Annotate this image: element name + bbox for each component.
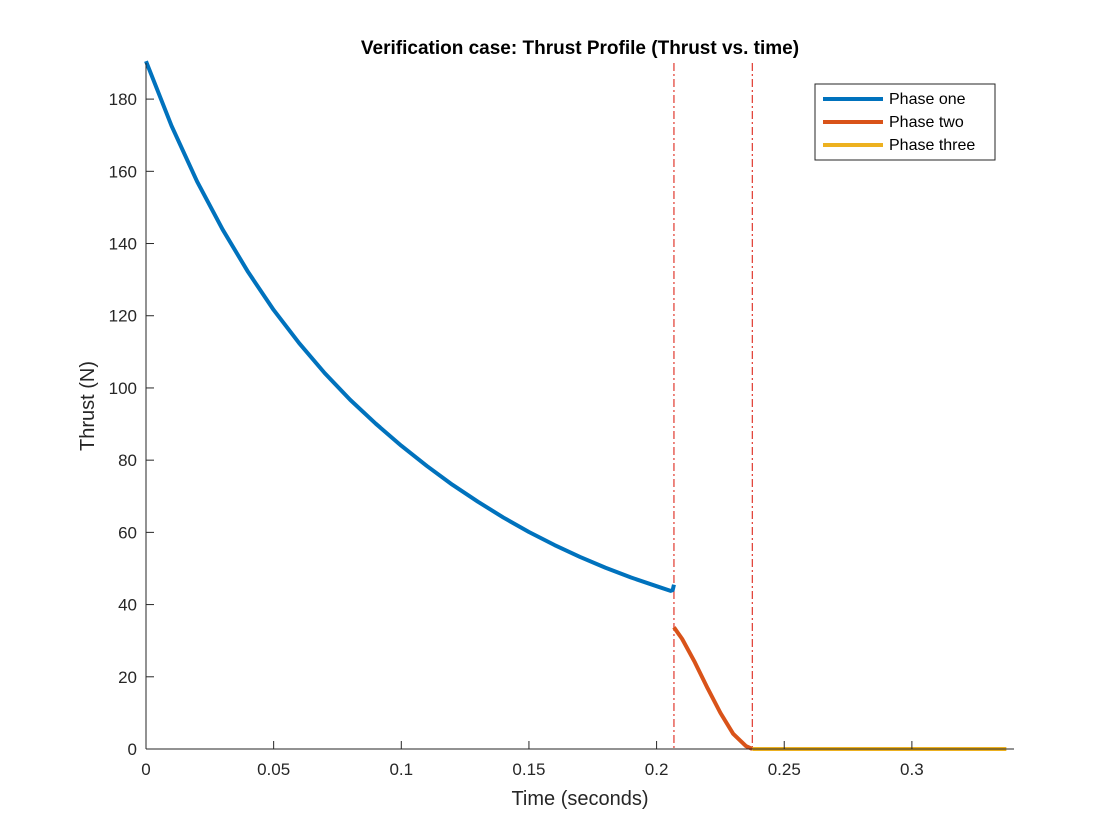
y-tick-label: 80 [118,451,137,470]
y-tick-label: 120 [109,307,137,326]
y-tick-label: 40 [118,596,137,615]
y-tick-label: 180 [109,90,137,109]
x-tick-label: 0.15 [512,760,545,779]
legend-label-phase-two: Phase two [889,114,964,131]
y-axis-title: Thrust (N) [77,361,99,451]
y-tick-label: 100 [109,379,137,398]
y-tick-label: 160 [109,162,137,181]
x-tick-label: 0.1 [389,760,413,779]
y-tick-label: 20 [118,668,137,687]
y-tick-label: 60 [118,523,137,542]
x-tick-label: 0.3 [900,760,924,779]
x-tick-label: 0.25 [768,760,801,779]
series-line-phase-two [672,626,754,751]
legend: Phase one Phase two Phase three [814,83,996,161]
x-ticks: 0 0.05 0.1 0.15 0.2 0.25 0.3 [141,741,924,779]
series-line-phase-one [144,60,676,593]
x-tick-label: 0.05 [257,760,290,779]
legend-label-phase-three: Phase three [889,137,975,154]
axes [145,63,1014,750]
x-tick-label: 0 [141,760,150,779]
legend-label-phase-one: Phase one [889,91,966,108]
chart-title: Verification case: Thrust Profile (Thrus… [361,38,799,59]
y-tick-label: 0 [128,740,137,759]
plot-area-background [146,63,1014,749]
y-ticks: 0 20 40 60 80 100 120 140 160 180 [109,90,154,759]
x-tick-label: 0.2 [645,760,669,779]
x-axis-title: Time (seconds) [511,788,648,810]
y-tick-label: 140 [109,235,137,254]
phase-boundary-lines [673,63,753,749]
